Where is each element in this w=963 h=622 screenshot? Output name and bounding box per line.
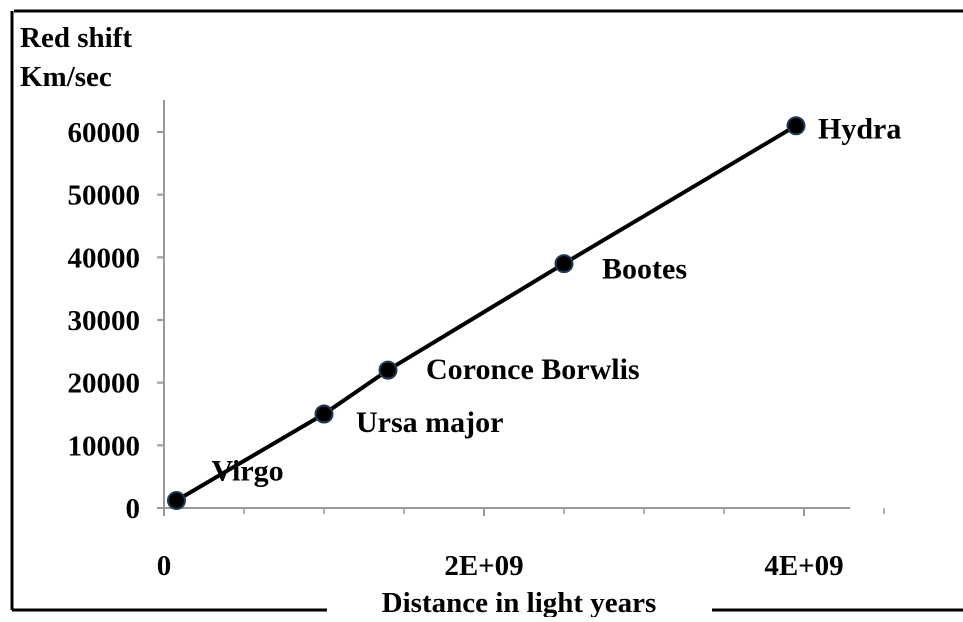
data-point bbox=[786, 116, 806, 136]
x-tick-label: 0 bbox=[157, 550, 172, 582]
data-point-labels: Virgo Ursa major Coronce Borwlis Bootes Hydr… bbox=[211, 113, 901, 488]
data-point-label: Bootes bbox=[602, 253, 687, 286]
y-tick-label: 50000 bbox=[68, 180, 141, 212]
data-point-label: Coronce Borwlis bbox=[426, 353, 640, 386]
data-point-label: Virgo bbox=[211, 454, 283, 487]
chart-frame bbox=[10, 9, 963, 612]
y-tick-label: 20000 bbox=[68, 368, 141, 400]
x-axis-minor-ticks bbox=[243, 508, 885, 514]
x-axis-title: Distance in light years bbox=[382, 587, 657, 617]
y-tick-label: 0 bbox=[126, 493, 141, 525]
x-tick-label: 4E+09 bbox=[764, 550, 843, 582]
data-point-label: Hydra bbox=[818, 113, 901, 146]
y-axis-ticks: 0 10000 20000 30000 40000 50000 60000 bbox=[68, 117, 164, 525]
data-points bbox=[166, 116, 806, 510]
y-tick-label: 40000 bbox=[68, 242, 141, 274]
data-point bbox=[166, 490, 186, 510]
data-point bbox=[554, 254, 574, 274]
y-axis-title-line1: Red shift bbox=[20, 22, 132, 54]
data-point bbox=[378, 360, 398, 380]
y-tick-label: 30000 bbox=[68, 305, 141, 337]
x-tick-label: 2E+09 bbox=[444, 550, 523, 582]
series-line-group bbox=[175, 123, 798, 503]
data-point-label: Ursa major bbox=[356, 406, 503, 439]
y-axis-title-line2: Km/sec bbox=[20, 61, 112, 93]
x-axis-ticks: 0 2E+09 4E+09 bbox=[157, 508, 844, 582]
series-line bbox=[175, 123, 798, 503]
y-tick-label: 60000 bbox=[68, 117, 141, 149]
data-point bbox=[314, 404, 334, 424]
y-tick-label: 10000 bbox=[68, 430, 141, 462]
